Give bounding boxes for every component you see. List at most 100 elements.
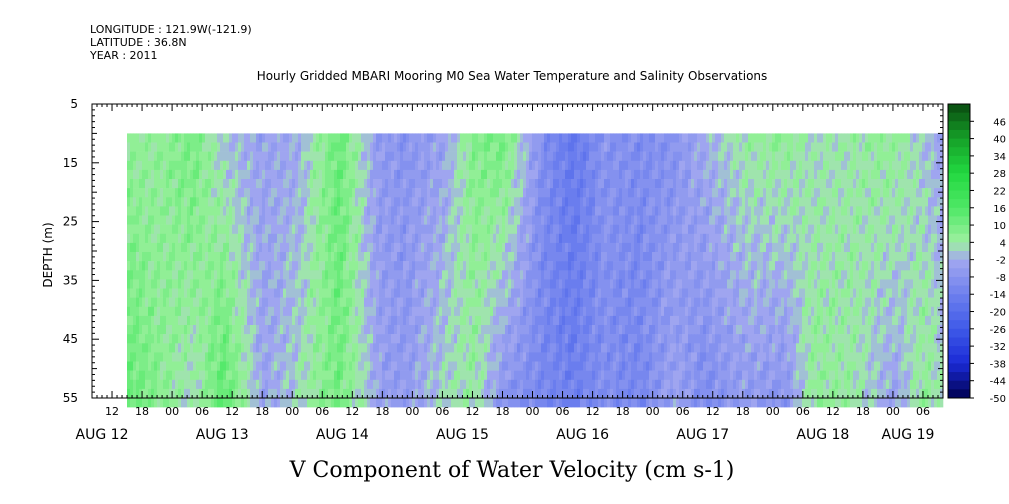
colorbar-tick-label: -26	[990, 325, 1006, 336]
colorbar-swatch	[948, 112, 970, 122]
x-hour-tick-label: 18	[495, 405, 509, 418]
x-hour-tick-label: 06	[315, 405, 329, 418]
x-hour-tick-label: 00	[766, 405, 780, 418]
colorbar-swatch	[948, 302, 970, 313]
colorbar-tick-label: -50	[990, 394, 1006, 405]
colorbar-swatch	[948, 259, 970, 269]
x-hour-tick-label: 00	[526, 405, 540, 418]
x-hour-tick-label: 00	[886, 405, 900, 418]
colorbar-swatch	[948, 164, 970, 174]
colorbar-swatch	[948, 320, 970, 330]
y-tick-label: 35	[63, 273, 78, 287]
x-date-label: AUG 13	[196, 427, 249, 443]
colorbar-tick-label: -20	[990, 308, 1006, 319]
colorbar-swatch	[948, 242, 970, 252]
x-hour-tick-label: 12	[225, 405, 239, 418]
colorbar-tick-label: 40	[993, 135, 1006, 146]
colorbar-tick-label: -14	[990, 290, 1006, 301]
colorbar-swatch	[948, 233, 970, 243]
x-hour-tick-label: 12	[706, 405, 720, 418]
colorbar-tick-label: 22	[993, 186, 1006, 197]
x-hour-tick-label: 18	[255, 405, 269, 418]
x-date-label: AUG 12	[76, 427, 129, 443]
x-hour-tick-label: 12	[586, 405, 600, 418]
x-date-label: AUG 15	[436, 427, 489, 443]
colorbar-tick-label: 34	[993, 152, 1006, 163]
colorbar-swatch	[948, 129, 970, 140]
colorbar-swatch	[948, 363, 970, 373]
latitude-label: LATITUDE : 36.8N	[90, 36, 187, 49]
x-hour-tick-label: 00	[646, 405, 660, 418]
colorbar-swatch	[948, 268, 970, 278]
colorbar-swatch	[948, 147, 970, 157]
colorbar-tick-label: -2	[996, 256, 1006, 267]
colorbar-tick-label: 28	[993, 169, 1006, 180]
x-hour-tick-label: 18	[135, 405, 149, 418]
colorbar-swatch	[948, 138, 970, 148]
x-axis-label: V Component of Water Velocity (cm s-1)	[289, 458, 735, 483]
colorbar-swatch	[948, 104, 970, 114]
x-hour-tick-label: 12	[345, 405, 359, 418]
y-tick-label: 45	[63, 332, 78, 346]
colorbar-swatch	[948, 216, 970, 226]
y-axis-label: DEPTH (m)	[41, 222, 55, 287]
colorbar-swatch	[948, 207, 970, 217]
colorbar-swatch	[948, 389, 970, 399]
heatmap	[127, 133, 944, 408]
x-hour-tick-label: 00	[405, 405, 419, 418]
x-hour-tick-label: 18	[616, 405, 630, 418]
x-date-label: AUG 16	[556, 427, 609, 443]
x-hour-tick-label: 06	[676, 405, 690, 418]
x-hour-tick-label: 12	[465, 405, 479, 418]
colorbar-swatch	[948, 354, 970, 364]
colorbar-swatch	[948, 121, 970, 131]
y-tick-label: 25	[63, 215, 78, 229]
colorbar-tick-label: 16	[993, 204, 1006, 215]
x-hour-tick-label: 18	[856, 405, 870, 418]
colorbar-tick-label: -44	[990, 377, 1006, 388]
x-date-label: AUG 17	[676, 427, 729, 443]
colorbar-tick-label: -8	[996, 273, 1006, 284]
colorbar-swatch	[948, 199, 970, 209]
colorbar: -50 -44 -38 -32 -26 -20 -14 -8 -2 4 10 16 22 28 34 40 46	[947, 103, 1006, 405]
colorbar-swatch	[948, 337, 970, 347]
colorbar-swatch	[948, 328, 970, 338]
colorbar-tick-label: 46	[993, 117, 1006, 128]
x-hour-tick-label: 00	[165, 405, 179, 418]
axis-ticks: 12 18 00 06 12 18 00 06 12 18 00 06 12 18 00 06 12 18 00 06…	[63, 97, 944, 443]
chart-title: Hourly Gridded MBARI Mooring M0 Sea Wate…	[257, 69, 768, 83]
colorbar-tick-label: 10	[993, 221, 1006, 232]
colorbar-swatch	[948, 173, 970, 183]
x-hour-tick-label: 06	[796, 405, 810, 418]
x-hour-tick-label: 00	[285, 405, 299, 418]
x-date-label: AUG 18	[796, 427, 849, 443]
colorbar-swatch	[948, 251, 970, 261]
colorbar-tick-label: -32	[990, 342, 1006, 353]
y-tick-label: 15	[63, 156, 78, 170]
colorbar-swatch	[948, 285, 970, 295]
x-hour-tick-label: 18	[736, 405, 750, 418]
colorbar-tick-label: -38	[990, 359, 1006, 370]
colorbar-swatch	[948, 276, 970, 287]
year-label: YEAR : 2011	[90, 49, 158, 62]
colorbar-swatch	[948, 225, 970, 235]
colorbar-swatch	[948, 372, 970, 382]
longitude-label: LONGITUDE : 121.9W(-121.9)	[90, 23, 252, 36]
x-hour-tick-label: 06	[916, 405, 930, 418]
x-hour-tick-label: 06	[195, 405, 209, 418]
colorbar-swatch	[948, 311, 970, 321]
x-hour-tick-label: 06	[435, 405, 449, 418]
colorbar-swatch	[948, 294, 970, 304]
y-tick-label: 55	[63, 391, 78, 405]
colorbar-swatch	[948, 346, 970, 356]
colorbar-swatch	[948, 380, 970, 390]
x-hour-tick-label: 06	[556, 405, 570, 418]
x-hour-tick-label: 18	[375, 405, 389, 418]
colorbar-swatch	[948, 155, 970, 166]
colorbar-swatch	[948, 181, 970, 191]
x-date-label: AUG 19	[881, 427, 934, 443]
y-tick-label: 5	[70, 97, 78, 111]
x-date-label: AUG 14	[316, 427, 369, 443]
colorbar-swatch	[948, 190, 970, 200]
